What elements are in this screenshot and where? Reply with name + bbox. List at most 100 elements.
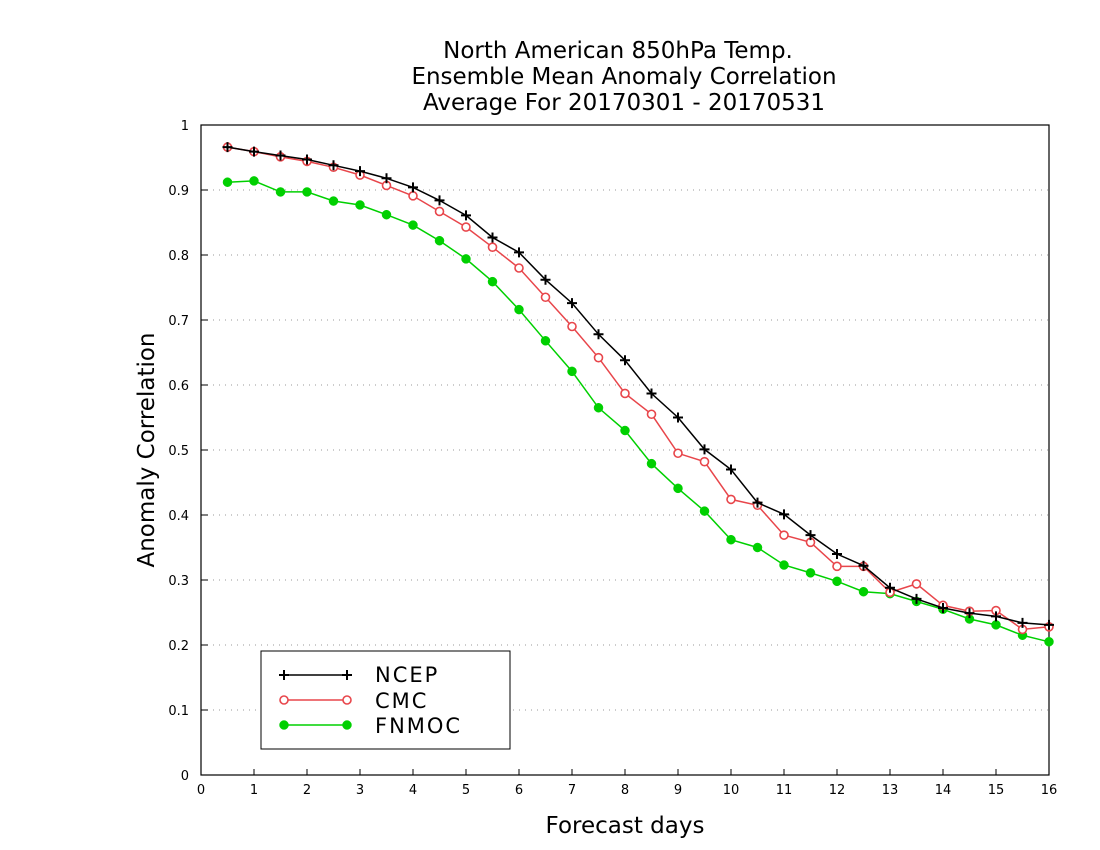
x-tick-label: 16 [1041, 783, 1058, 798]
data-point-cmc [911, 579, 922, 589]
legend-item-fnmoc [279, 720, 352, 730]
data-point-ncep [938, 602, 948, 613]
data-point-fnmoc [487, 276, 498, 287]
legend: NCEP CMC FNMOC [260, 650, 511, 750]
data-point-cmc [832, 561, 842, 572]
data-point-cmc [620, 388, 630, 399]
y-axis-label: Anomaly Correlation [134, 332, 160, 567]
data-point-cmc [779, 530, 789, 540]
y-tick-label: 0.2 [168, 639, 189, 654]
data-point-fnmoc [779, 560, 789, 570]
y-tick-label: 0 [181, 769, 189, 784]
data-point-fnmoc [302, 187, 312, 197]
x-tick-label: 14 [935, 783, 952, 798]
data-point-fnmoc [249, 176, 259, 186]
data-point-fnmoc [461, 254, 471, 264]
legend-marker-ncep [279, 670, 289, 680]
data-point-fnmoc [593, 403, 604, 413]
chart-title: North American 850hPa Temp. Ensemble Mea… [411, 38, 836, 116]
data-point-ncep [275, 150, 286, 161]
data-point-ncep [1017, 617, 1028, 628]
data-point-ncep [328, 160, 339, 171]
data-point-cmc [514, 263, 524, 273]
data-point-ncep [434, 195, 445, 206]
x-tick-label: 3 [356, 783, 364, 798]
data-point-fnmoc [408, 220, 418, 230]
data-point-cmc [567, 321, 577, 332]
legend-items [279, 670, 352, 730]
data-point-ncep [461, 210, 471, 221]
x-tick-label: 2 [303, 783, 311, 798]
x-tick-label: 9 [674, 783, 682, 798]
y-tick-label: 0.4 [168, 509, 189, 524]
y-tick-label: 1 [181, 119, 189, 134]
data-point-ncep [726, 464, 736, 475]
data-point-ncep [408, 182, 418, 193]
y-tick-label: 0.6 [168, 379, 189, 394]
data-point-cmc [673, 448, 683, 459]
data-point-ncep [885, 582, 895, 593]
data-point-ncep [964, 608, 975, 619]
x-axis-label: Forecast days [546, 813, 705, 839]
data-point-ncep [673, 412, 683, 423]
data-series [222, 142, 1054, 647]
data-point-fnmoc [673, 483, 683, 494]
data-point-fnmoc [726, 534, 736, 545]
data-point-ncep [249, 146, 259, 157]
data-point-cmc [487, 242, 498, 252]
data-point-cmc [434, 206, 445, 217]
gridlines [201, 189, 1049, 711]
data-point-ncep [381, 173, 392, 184]
data-point-ncep [222, 142, 233, 153]
data-point-fnmoc [1044, 637, 1054, 647]
data-point-fnmoc [567, 366, 577, 377]
data-point-fnmoc [222, 177, 233, 187]
chart-title-line-2: Ensemble Mean Anomaly Correlation [411, 64, 836, 90]
chart-title-line-1: North American 850hPa Temp. [443, 38, 793, 64]
data-point-ncep [540, 274, 551, 285]
x-tick-label: 1 [250, 783, 258, 798]
y-tick-label: 0.1 [168, 704, 189, 719]
data-point-fnmoc [355, 200, 365, 210]
x-tick-label: 10 [723, 783, 740, 798]
x-tick-label: 0 [197, 783, 205, 798]
x-tick-label: 7 [568, 783, 576, 798]
data-point-fnmoc [620, 425, 630, 436]
data-point-ncep [487, 232, 498, 243]
y-tick-label: 0.3 [168, 574, 189, 589]
x-tick-label: 13 [882, 783, 899, 798]
data-point-fnmoc [328, 196, 339, 206]
y-tick-label: 0.7 [168, 314, 189, 329]
x-tick-label: 15 [988, 783, 1005, 798]
legend-label-ncep: NCEP [375, 663, 439, 687]
chart-title-line-3: Average For 20170301 - 20170531 [423, 90, 825, 116]
x-tick-label: 4 [409, 783, 417, 798]
data-point-fnmoc [434, 235, 445, 246]
series-fnmoc [222, 176, 1054, 647]
y-tick-label: 0.5 [168, 444, 189, 459]
data-point-cmc [726, 494, 736, 505]
data-point-ncep [1044, 619, 1054, 630]
legend-item-cmc [279, 695, 352, 705]
legend-item-ncep [279, 670, 352, 680]
data-point-fnmoc [275, 187, 286, 197]
data-point-fnmoc [699, 506, 710, 516]
data-point-fnmoc [381, 209, 392, 220]
data-point-ncep [779, 509, 789, 520]
data-point-fnmoc [646, 458, 657, 469]
legend-marker-ncep [342, 670, 352, 680]
data-point-ncep [832, 549, 842, 559]
legend-label-fnmoc: FNMOC [375, 714, 462, 738]
data-point-ncep [593, 329, 604, 340]
y-tick-label: 0.9 [168, 184, 189, 199]
data-point-fnmoc [514, 304, 524, 315]
legend-label-cmc: CMC [375, 689, 428, 713]
series-cmc [222, 142, 1054, 635]
legend-marker-cmc [342, 695, 352, 705]
data-point-ncep [991, 611, 1001, 622]
data-point-ncep [514, 247, 524, 258]
data-point-cmc [646, 409, 657, 420]
legend-marker-fnmoc [279, 720, 289, 730]
x-tick-label: 12 [829, 783, 846, 798]
data-point-ncep [858, 560, 869, 571]
